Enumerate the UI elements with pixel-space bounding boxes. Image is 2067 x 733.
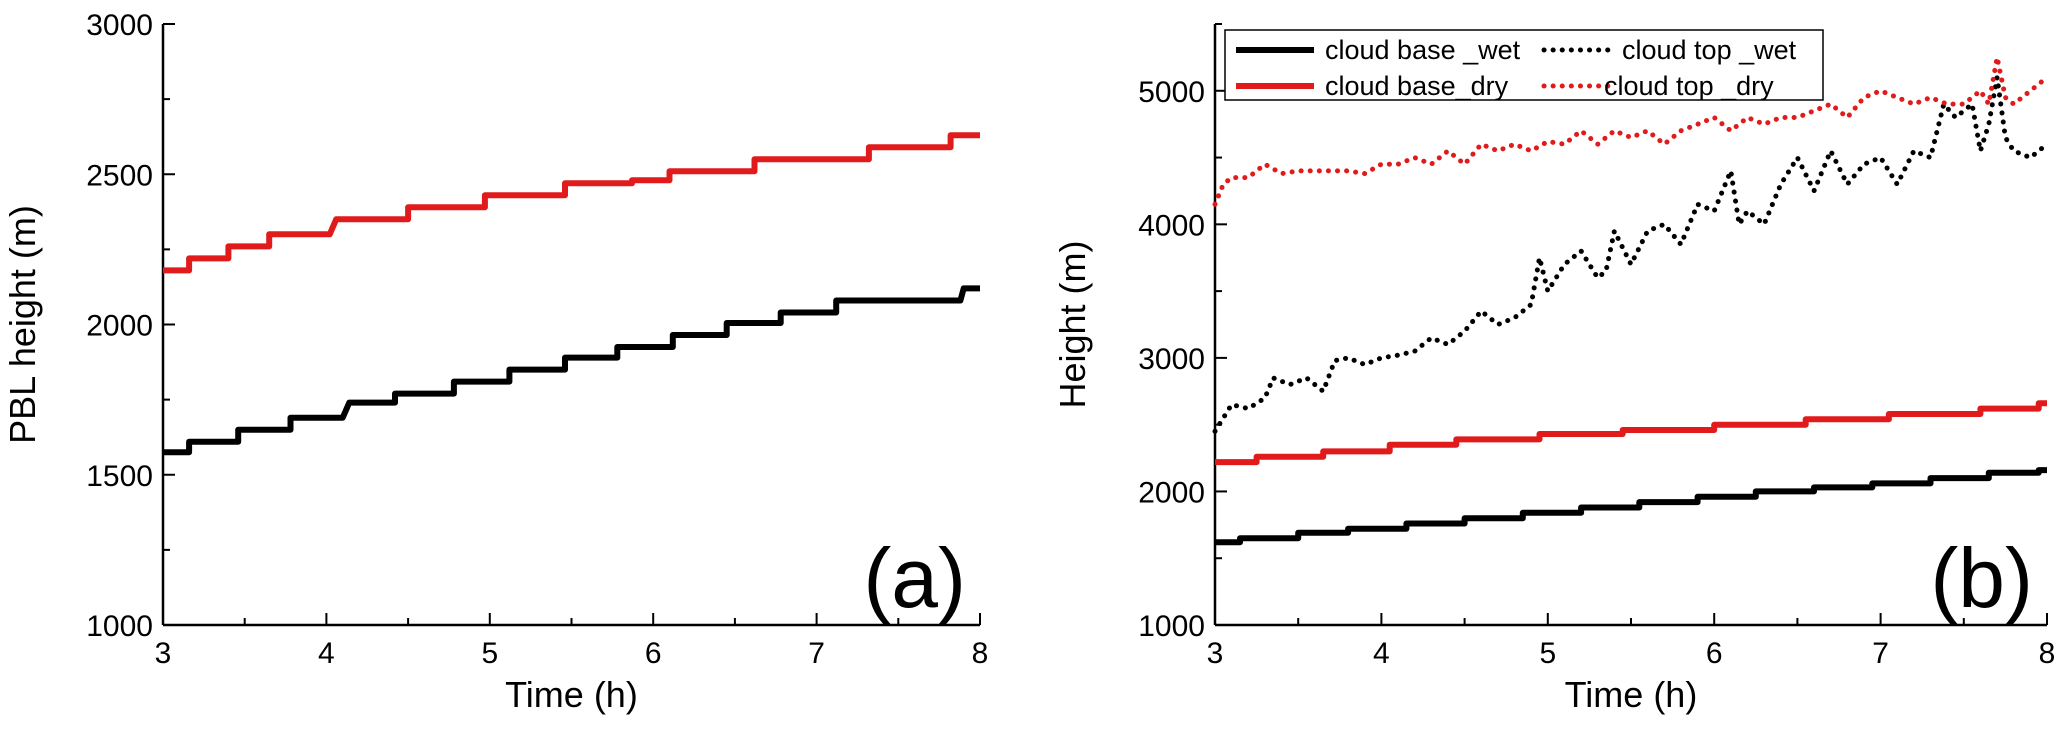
x-tick-label: 5 [481,637,498,670]
series-line-4 [1212,54,2050,207]
legend-label-3: cloud base_dry [1325,71,1509,101]
y-axis-title: PBL height (m) [2,205,43,444]
y-tick-label: 3000 [86,9,153,42]
legend-label-1: cloud base _wet [1325,35,1521,65]
panel-label: (b) [1930,531,2033,625]
y-tick-label: 1000 [1138,610,1205,643]
series-line-2 [1212,74,2050,434]
x-tick-label: 3 [1207,637,1224,670]
x-axis-title: Time (h) [1565,674,1698,715]
x-tick-label: 4 [318,637,335,670]
x-tick-label: 5 [1539,637,1556,670]
x-tick-label: 7 [1872,637,1889,670]
y-tick-label: 5000 [1138,76,1205,109]
x-tick-label: 3 [155,637,172,670]
y-axis-title: Height (m) [1052,240,1093,408]
x-tick-label: 6 [645,637,662,670]
y-tick-label: 2000 [1138,476,1205,509]
series-line-3 [1215,400,2047,466]
y-tick-label: 2000 [86,310,153,343]
panel-a-chart: 3 4 5 6 7 8 1000 1500 2000 2500 3000 Time (h) PBL he… [2,9,988,715]
series-line-1 [163,132,980,274]
y-tick-label: 4000 [1138,209,1205,242]
y-tick-label: 1000 [86,610,153,643]
y-tick-label: 1500 [86,460,153,493]
panel-label: (a) [863,531,966,625]
x-axis-title: Time (h) [505,674,638,715]
series-line-2 [163,285,980,456]
series-line-1 [1215,467,2047,546]
y-tick-label: 2500 [86,159,153,192]
x-tick-label: 7 [808,637,825,670]
x-tick-label: 8 [972,637,989,670]
x-tick-label: 4 [1373,637,1390,670]
legend-label-2: cloud top _wet [1622,35,1797,65]
panel-b-chart: 3 4 5 6 7 8 1000 2000 3000 4000 5000 Time (h) Height… [1052,23,2056,715]
x-tick-label: 8 [2039,637,2056,670]
x-tick-label: 6 [1706,637,1723,670]
y-tick-label: 3000 [1138,343,1205,376]
legend-label-4: cloud top _dry [1604,71,1774,101]
legend-box [1224,29,1824,101]
